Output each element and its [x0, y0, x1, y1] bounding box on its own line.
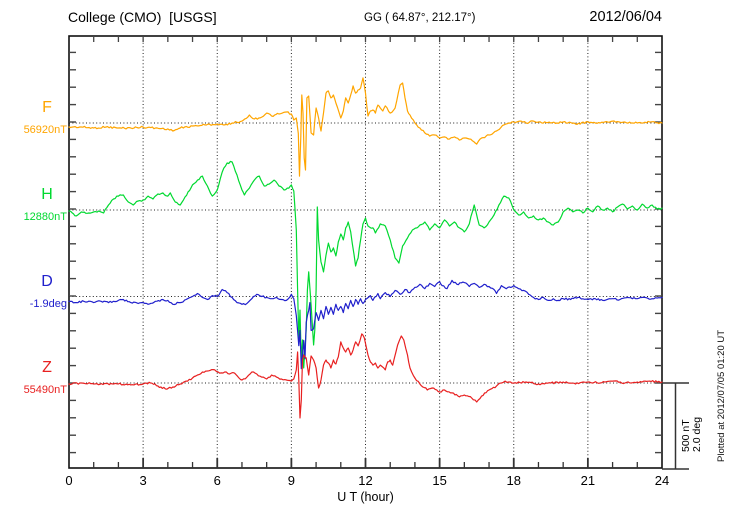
x-tick-label: 3 — [139, 473, 147, 488]
geographic-coords: GG ( 64.87°, 212.17°) — [364, 12, 476, 24]
x-tick-label: 12 — [358, 473, 373, 488]
trace-value-z: 55490nT — [23, 384, 67, 396]
trace-letter-h: H — [41, 186, 53, 203]
trace-letter-f: F — [42, 99, 52, 116]
trace-value-h: 12880nT — [23, 211, 67, 223]
x-tick-label: 21 — [580, 473, 596, 488]
plot-date: 2012/06/04 — [589, 9, 662, 25]
x-tick-label: 0 — [65, 473, 73, 488]
trace-letter-z: Z — [42, 359, 52, 376]
x-tick-label: 18 — [506, 473, 521, 488]
x-axis-label: U T (hour) — [337, 490, 394, 504]
scalebar-label: 500 nT 2.0 deg — [680, 416, 703, 452]
trace-letter-d: D — [41, 272, 53, 290]
x-tick-label: 6 — [213, 473, 221, 488]
x-tick-label: 15 — [432, 473, 447, 488]
x-tick-label: 9 — [287, 473, 295, 488]
station-name: College (CMO) [USGS] — [68, 9, 217, 25]
plot-timestamp-note: Plotted at 2012/07/05 01:20 UT — [716, 329, 727, 462]
x-tick-label: 24 — [654, 473, 670, 488]
trace-value-d: -1.9deg — [29, 297, 67, 310]
scalebar-label-deg: 2.0 deg — [691, 416, 703, 452]
trace-value-f: 56920nT — [23, 124, 67, 136]
